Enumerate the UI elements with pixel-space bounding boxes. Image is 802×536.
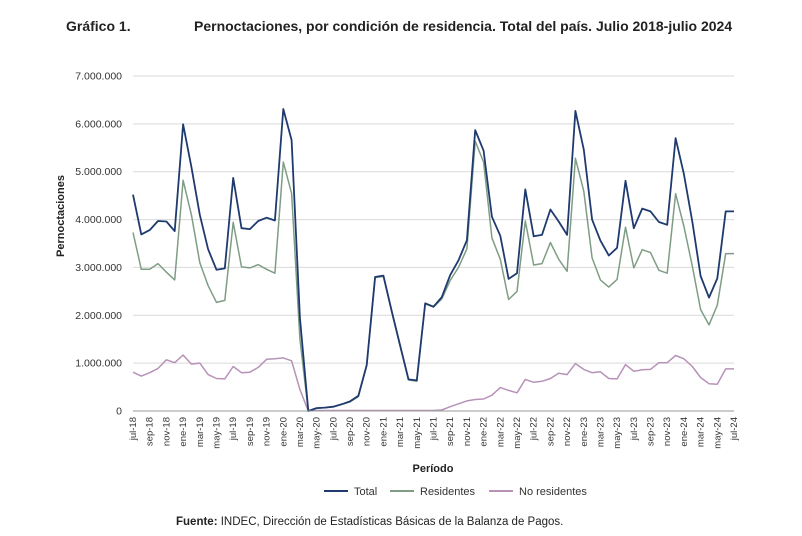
x-tick-label: sep-19 [245,417,256,446]
series-line-total [132,108,734,412]
y-tick-label: 1.000.000 [75,358,122,370]
y-tick-label: 2.000.000 [75,310,122,322]
source-note: Fuente: INDEC, Dirección de Estadísticas… [176,516,563,528]
chart-title: Pernoctaciones, por condición de residen… [194,18,733,34]
legend-label-no-residentes: No residentes [519,486,587,498]
legend-label-residentes: Residentes [420,486,476,498]
x-tick-label: nov-19 [262,417,273,446]
source-text: INDEC, Dirección de Estadísticas Básicas… [220,516,564,528]
x-tick-label: jul-23 [629,417,640,441]
x-tick-label: may-20 [312,417,323,449]
y-tick-label: 5.000.000 [75,166,122,178]
x-tick-label: ene-19 [178,417,189,447]
x-tick-label: jul-18 [128,417,139,441]
x-tick-label: sep-18 [145,417,156,446]
series-lines [132,108,734,412]
x-tick-label: sep-21 [445,417,456,446]
x-tick-label: jul-20 [328,417,339,441]
x-axis-title: Período [413,463,454,475]
series-line-residentes [132,140,734,412]
x-tick-label: sep-22 [545,417,556,446]
gridlines [133,75,734,364]
x-tick-label: ene-22 [479,417,490,447]
y-tick-label: 4.000.000 [75,214,122,226]
x-tick-label: nov-18 [161,417,172,446]
x-tick-label: may-23 [612,417,623,449]
x-tick-label: ene-21 [378,417,389,447]
x-tick-label: nov-22 [562,417,573,446]
x-tick-label: may-22 [512,417,523,449]
x-tick-label: mar-23 [595,417,606,447]
x-tick-label: may-19 [211,417,222,449]
x-tick-label: nov-20 [362,417,373,446]
x-tick-label: nov-21 [462,417,473,446]
x-tick-label: sep-20 [345,417,356,446]
source-label: Fuente: [176,516,218,528]
y-axis-ticks: 0 1.000.000 2.000.000 3.000.000 4.000.000 5.0… [75,71,122,418]
x-tick-label: ene-24 [679,417,690,447]
y-axis-title: Pernoctaciones [55,175,67,257]
x-tick-label: jul-21 [429,417,440,441]
x-tick-label: mar-24 [696,417,707,447]
x-tick-label: mar-21 [395,417,406,447]
x-tick-label: sep-23 [646,417,657,446]
figure-label: Gráfico 1. [66,18,131,34]
x-tick-label: may-24 [712,417,723,449]
x-tick-label: nov-23 [662,417,673,446]
x-tick-label: jul-19 [228,417,239,441]
x-tick-label: mar-22 [495,417,506,447]
x-tick-label: jul-22 [529,417,540,441]
legend-label-total: Total [354,486,377,498]
x-axis-ticks: jul-18 sep-18 nov-18 ene-19 mar-19 may-19 jul-… [128,417,740,449]
x-tick-label: ene-23 [579,417,590,447]
x-tick-label: jul-24 [729,417,740,441]
y-tick-label: 0 [116,406,122,418]
legend: Total Residentes No residentes [324,486,587,498]
y-tick-label: 6.000.000 [75,118,122,130]
y-tick-label: 3.000.000 [75,262,122,274]
x-tick-label: ene-20 [278,417,289,447]
y-tick-label: 7.000.000 [75,71,122,83]
x-tick-label: mar-19 [195,417,206,447]
x-tick-label: may-21 [412,417,423,449]
x-tick-label: mar-20 [295,417,306,447]
